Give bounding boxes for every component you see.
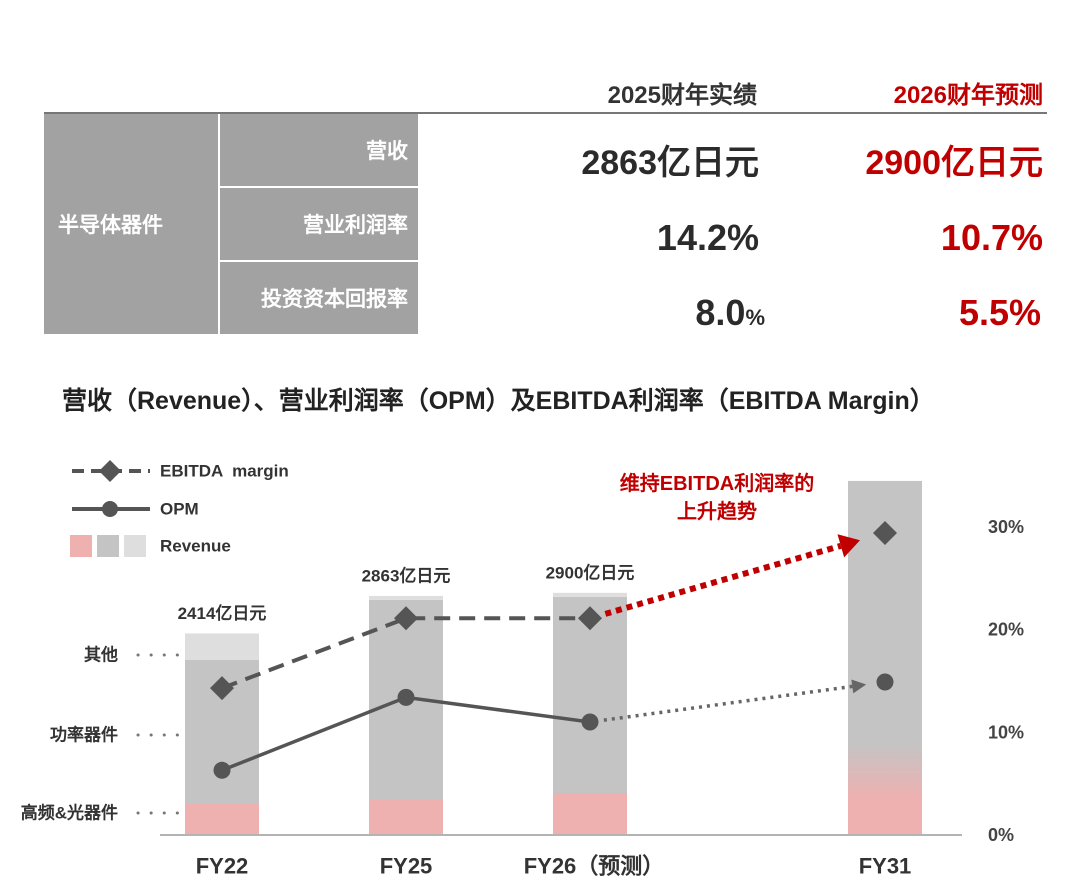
segment-cell: 半导体器件 <box>44 114 218 334</box>
annotation-line-1: 维持EBITDA利润率的 <box>620 471 814 495</box>
x-tick-label: FY26（预测） <box>524 854 665 879</box>
opm-projection-arrow-head <box>851 679 867 694</box>
legend-ebitda-diamond-icon <box>99 460 121 482</box>
ebitda-point-1 <box>394 606 418 631</box>
legend: EBITDA margin OPM Revenue <box>70 460 289 557</box>
revenue-fy2025-value: 2863亿日元 <box>581 144 759 182</box>
opm-point-2 <box>581 713 599 731</box>
ebitda-point-3 <box>873 521 897 546</box>
opm-point-1 <box>397 688 415 706</box>
ebitda-projection-arrow-line <box>604 542 842 617</box>
revenue-total-label: 2900亿日元 <box>546 562 635 582</box>
segment-leaders: 高频&光器件 功率器件 其他 <box>21 645 184 823</box>
segment-label-rf-optical: 高频&光器件 <box>21 803 118 823</box>
header-divider <box>44 112 1047 114</box>
segment-label-power: 功率器件 <box>50 725 118 745</box>
bar-other-1 <box>369 595 443 600</box>
segment-label: 半导体器件 <box>58 214 163 237</box>
revenue-total-label: 2863亿日元 <box>362 565 451 585</box>
roic-fy2026-value: 5.5% <box>958 292 1041 333</box>
segment-label-other: 其他 <box>84 645 118 665</box>
roic-fy2025-value: 8.0% <box>695 289 765 337</box>
bar-rf-optical-2 <box>553 792 627 835</box>
roic-fy2025-unit: % <box>745 305 765 330</box>
margin-lines: 0% 10% 20% 30% <box>210 517 1024 845</box>
legend-opm-label: OPM <box>160 500 199 519</box>
bar-other-2 <box>553 592 627 597</box>
opm-fy2026-value: 10.7% <box>940 217 1043 258</box>
ebitda-projection-arrow-head <box>837 534 861 558</box>
y2-tick-label: 0% <box>988 825 1014 845</box>
x-tick-label: FY31 <box>859 854 912 879</box>
legend-revenue-label: Revenue <box>160 537 231 556</box>
row-label-opm: 营业利润率 <box>303 214 408 237</box>
bar-other-0 <box>185 633 259 660</box>
x-tick-label: FY22 <box>196 854 249 879</box>
bar-rf-optical-1 <box>369 800 443 835</box>
annotation-line-2: 上升趋势 <box>677 499 757 523</box>
y2-tick-label: 20% <box>988 620 1024 640</box>
legend-revenue-swatch-gray <box>97 535 119 557</box>
trend-annotation: 维持EBITDA利润率的 上升趋势 <box>620 471 814 523</box>
y2-tick-label: 30% <box>988 517 1024 537</box>
bar-rf-optical-0 <box>185 804 259 835</box>
revenue-total-label: 2414亿日元 <box>178 603 267 623</box>
opm-projection-arrow-line <box>603 684 853 722</box>
roic-fy2025-number: 8.0 <box>695 292 746 333</box>
opm-fy2025-value: 14.2% <box>656 217 759 258</box>
ebitda-margin-line <box>221 616 590 691</box>
row-label-cell-revenue: 营收 <box>220 114 418 186</box>
legend-revenue-swatch-light <box>124 535 146 557</box>
row-label-roic: 投资资本回报率 <box>261 288 408 311</box>
legend-opm-circle-icon <box>102 501 118 517</box>
opm-point-3 <box>876 673 894 691</box>
revenue-fy2026-value: 2900亿日元 <box>865 144 1043 182</box>
legend-ebitda-label: EBITDA margin <box>160 462 289 481</box>
x-tick-label: FY25 <box>380 854 433 879</box>
row-label-cell-roic: 投资资本回报率 <box>220 262 418 334</box>
row-label-revenue: 营收 <box>366 140 408 163</box>
row-label-cell-opm: 营业利润率 <box>220 188 418 260</box>
legend-revenue-swatch-pink <box>70 535 92 557</box>
ebitda-point-2 <box>578 606 602 631</box>
ebitda-point-0 <box>210 676 234 701</box>
revenue-margin-chart: EBITDA margin OPM Revenue 维持EBITDA利润率的 上… <box>21 460 1024 879</box>
header-fy2025-actual: 2025财年实绩 <box>607 82 757 109</box>
header-fy2026-forecast: 2026财年预测 <box>893 82 1043 109</box>
chart-title: 营收（Revenue）、营业利润率（OPM）及EBITDA利润率（EBITDA … <box>62 387 935 415</box>
y2-tick-label: 10% <box>988 722 1024 742</box>
opm-point-0 <box>213 761 231 779</box>
